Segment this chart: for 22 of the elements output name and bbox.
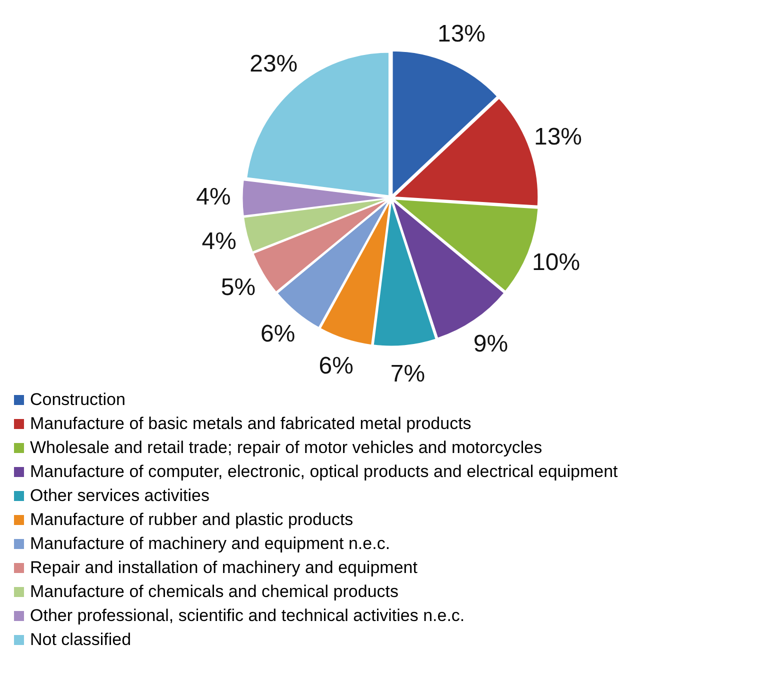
legend-label: Wholesale and retail trade; repair of motor vehicles and motorcycles [30, 437, 542, 459]
legend-label: Manufacture of computer, electronic, optical products and electrical equipment [30, 461, 618, 483]
data-label: 13% [534, 124, 582, 150]
data-label: 9% [473, 330, 508, 358]
data-label: 13% [437, 20, 486, 48]
data-label: 4% [202, 228, 236, 255]
legend-label: Construction [30, 389, 126, 411]
legend-label: Manufacture of machinery and equipment n.e.c. [30, 533, 390, 555]
data-label: 6% [318, 352, 354, 380]
legend-label: Not classified [30, 629, 132, 651]
data-label: 7% [390, 360, 426, 388]
legend-label: Other services activities [30, 485, 210, 507]
legend-label: Manufacture of chemicals and chemical products [30, 581, 399, 603]
data-label: 10% [532, 248, 580, 276]
legend-label: Manufacture of rubber and plastic products [30, 509, 354, 531]
data-label: 23% [250, 50, 298, 78]
data-label: 5% [220, 274, 256, 301]
legend-label: Repair and installation of machinery and equipment [30, 557, 418, 579]
data-label: 4% [196, 184, 231, 211]
data-label: 6% [260, 320, 296, 348]
legend-label: Other professional, scientific and technical activities n.e.c. [30, 605, 465, 627]
legend-label: Manufacture of basic metals and fabricated metal products [30, 413, 472, 435]
